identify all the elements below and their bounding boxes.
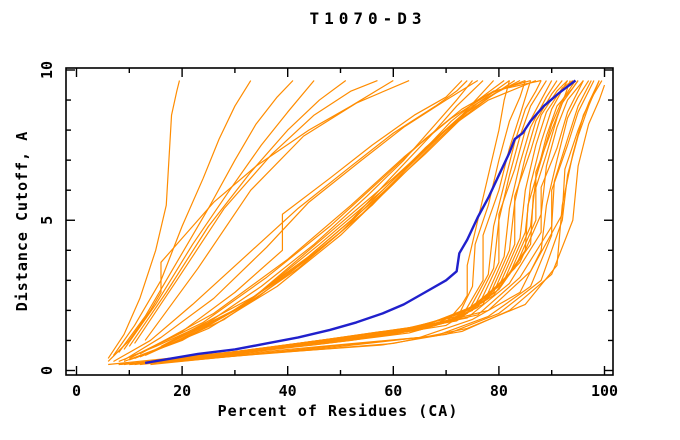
- x-tick-label: 20: [173, 382, 191, 400]
- chart-title: T1070-D3: [309, 9, 426, 28]
- plot-frame: [65, 67, 614, 376]
- model-curve: [160, 80, 600, 364]
- model-curve: [129, 80, 463, 360]
- x-tick-label: 0: [72, 382, 81, 400]
- model-curve: [123, 80, 315, 350]
- model-curve: [160, 79, 537, 347]
- model-curve: [150, 79, 521, 354]
- model-curve: [144, 79, 410, 341]
- model-curve: [182, 80, 571, 360]
- highlighted-model-curve: [144, 79, 577, 365]
- model-curve: [118, 84, 606, 366]
- y-axis-label: Distance Cutoff, A: [13, 131, 31, 312]
- model-curve: [107, 80, 181, 359]
- model-curve: [107, 80, 394, 362]
- model-curve: [123, 80, 479, 361]
- axes-layer: [65, 67, 614, 376]
- x-axis-label: Percent of Residues (CA): [218, 402, 459, 420]
- model-curve: [139, 79, 542, 355]
- model-curve: [134, 79, 526, 357]
- model-curve: [182, 80, 584, 361]
- model-curve: [112, 80, 252, 356]
- tick-label-layer: 0 20 40 60 80 100 0 5 10: [38, 61, 618, 400]
- y-tick-label: 5: [38, 216, 56, 225]
- x-tick-label: 40: [279, 382, 297, 400]
- model-curve: [118, 80, 294, 353]
- model-curve: [213, 80, 600, 357]
- x-tick-label: 60: [384, 382, 402, 400]
- model-curve: [171, 80, 576, 363]
- model-curve: [134, 79, 378, 344]
- x-tick-label: 100: [591, 382, 618, 400]
- y-tick-label: 10: [38, 61, 56, 79]
- y-tick-label: 0: [38, 366, 56, 375]
- curves-layer: [107, 79, 606, 366]
- model-curve: [129, 80, 542, 366]
- model-curve: [128, 80, 347, 347]
- x-tick-label: 80: [490, 382, 508, 400]
- model-curve: [123, 80, 532, 366]
- model-curve: [123, 80, 495, 363]
- model-curve: [113, 80, 468, 363]
